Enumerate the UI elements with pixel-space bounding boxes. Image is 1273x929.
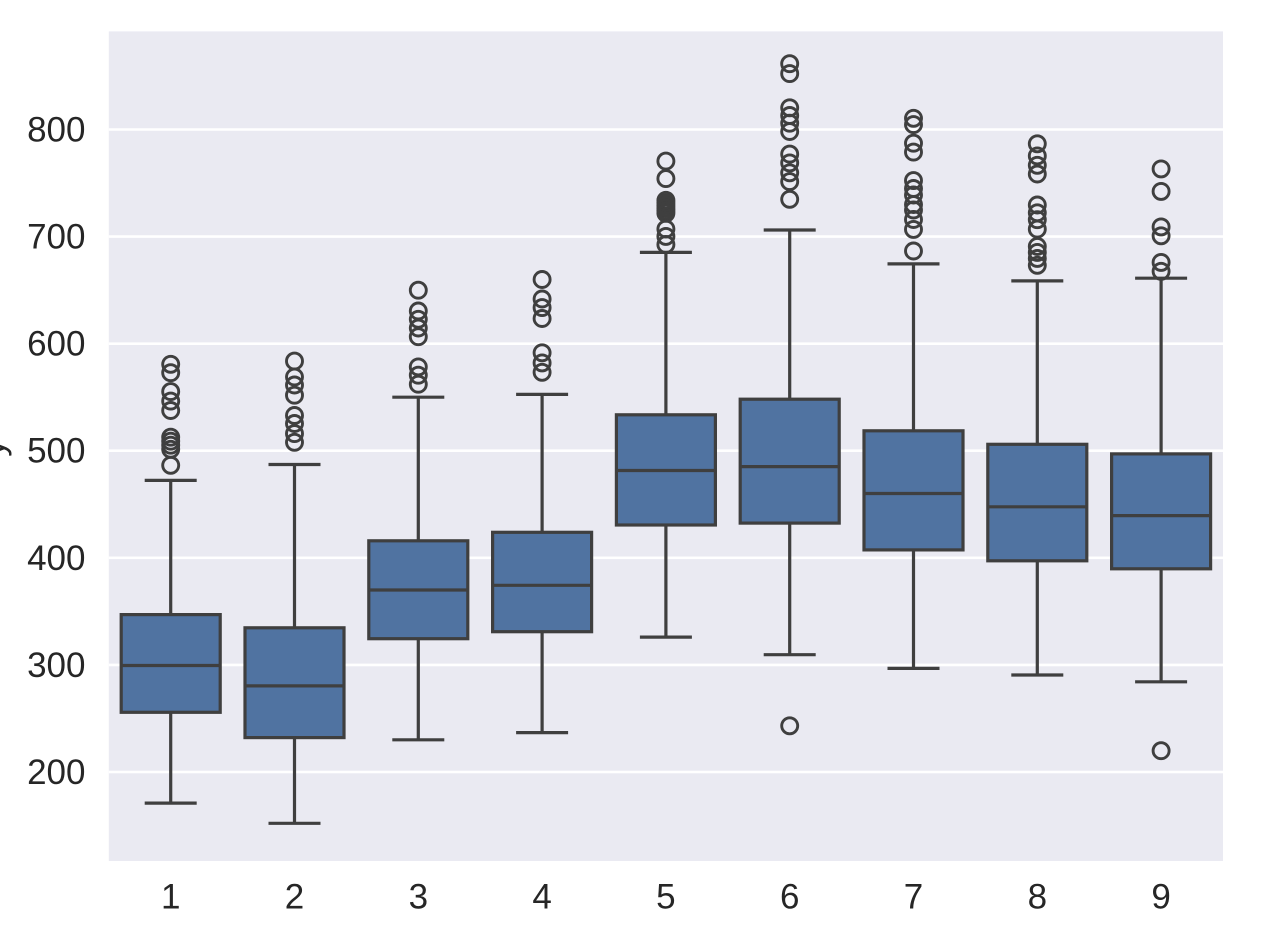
svg-text:600: 600: [27, 325, 85, 364]
svg-text:4: 4: [532, 878, 551, 917]
svg-text:200: 200: [27, 753, 85, 792]
svg-text:9: 9: [1151, 878, 1170, 917]
svg-text:500: 500: [27, 432, 85, 471]
svg-text:3: 3: [409, 878, 428, 917]
svg-text:2: 2: [285, 878, 304, 917]
svg-text:6: 6: [780, 878, 799, 917]
svg-text:800: 800: [27, 111, 85, 150]
svg-text:400: 400: [27, 539, 85, 578]
svg-text:5: 5: [656, 878, 675, 917]
svg-text:1: 1: [161, 878, 180, 917]
svg-text:8: 8: [1028, 878, 1047, 917]
svg-text:y: y: [0, 439, 12, 457]
svg-text:700: 700: [27, 218, 85, 257]
svg-text:7: 7: [904, 878, 923, 917]
svg-text:300: 300: [27, 646, 85, 685]
